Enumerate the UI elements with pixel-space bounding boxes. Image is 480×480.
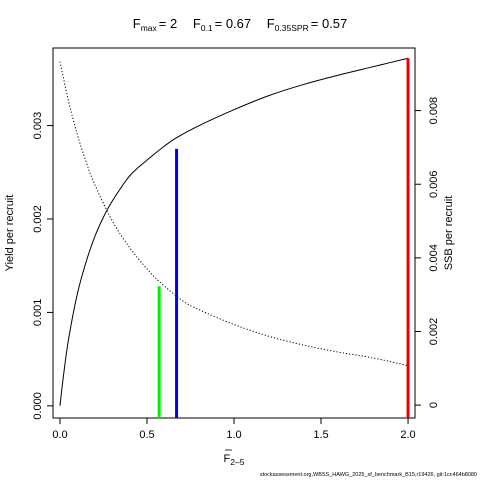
y2-axis-label: SSB per recruit [443,196,455,271]
title-fmax-subscript: max [141,23,158,33]
plot-frame [52,47,416,419]
ssb-per-recruit-line [59,61,409,367]
title-fmax-symbol: F [133,16,141,31]
y-axis-right: 0 0.002 0.004 0.006 0.008 [415,97,440,408]
y2-tick-label: 0.008 [428,97,440,125]
x-tick-label: 1.0 [226,429,241,441]
title-fmax-value: = 2 [159,16,177,31]
y2-tick-label: 0.004 [428,244,440,272]
y-tick-label: 0.000 [32,392,44,420]
y-tick-label: 0.001 [32,299,44,327]
reference-lines [157,58,410,418]
y2-tick-label: 0.002 [428,318,440,346]
title-f01-symbol: F [193,16,201,31]
x-axis-label-symbol: F [224,453,231,465]
x-axis-label: F2–5 [224,453,245,467]
y-axis-left: 0.000 0.001 0.002 0.003 [32,112,53,420]
x-axis: 0.0 0.5 1.0 1.5 2.0 [52,418,416,441]
title-fspr-subscript: 0.35SPR [275,23,309,33]
title-f01-subscript: 0.1 [201,23,213,33]
x-tick-label: 2.0 [400,429,415,441]
title-fspr-symbol: F [267,16,275,31]
y2-tick-label: 0 [428,402,440,408]
x-axis-label-subscript: 2–5 [230,457,244,467]
y2-tick-label: 0.006 [428,170,440,198]
y-axis-label: Yield per recruit [4,195,16,272]
x-tick-label: 0.0 [52,429,67,441]
y-tick-label: 0.002 [32,205,44,233]
footer-credit: stockassessment.org,WBSS_HAWG_2025_sf_be… [260,472,477,478]
yield-per-recruit-line [59,57,409,406]
chart-title: Fmax = 2 F0.1 = 0.67 F0.35SPR = 0.57 [133,16,348,33]
x-tick-label: 1.5 [313,429,328,441]
title-fspr-value: = 0.57 [311,16,348,31]
y-tick-label: 0.003 [32,112,44,140]
x-tick-label: 0.5 [139,429,154,441]
title-f01-value: = 0.67 [215,16,252,31]
